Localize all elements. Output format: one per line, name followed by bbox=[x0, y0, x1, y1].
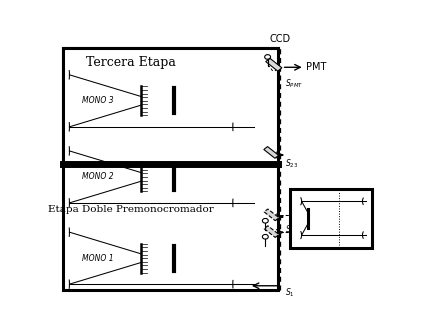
Text: $S_1$: $S_1$ bbox=[285, 286, 295, 299]
Text: MONO 3: MONO 3 bbox=[82, 96, 114, 105]
Polygon shape bbox=[264, 226, 279, 238]
Text: $S_{PMT}$: $S_{PMT}$ bbox=[285, 78, 303, 90]
Text: MONO 1: MONO 1 bbox=[82, 254, 114, 263]
Text: $S_{ad}$: $S_{ad}$ bbox=[285, 223, 298, 236]
Text: $S_{23}$: $S_{23}$ bbox=[285, 157, 298, 170]
Polygon shape bbox=[266, 58, 282, 71]
Text: PMT: PMT bbox=[306, 62, 327, 72]
Text: Tercera Etapa: Tercera Etapa bbox=[87, 56, 176, 69]
Bar bbox=[62, 48, 279, 164]
Polygon shape bbox=[264, 147, 279, 158]
Text: CCD: CCD bbox=[270, 34, 291, 44]
Polygon shape bbox=[264, 209, 279, 221]
Text: Módulo
adaptación
Modo Aditivo: Módulo adaptación Modo Aditivo bbox=[314, 204, 364, 235]
Text: MONO 2: MONO 2 bbox=[82, 173, 114, 182]
Bar bbox=[62, 48, 279, 290]
Bar bbox=[290, 189, 372, 248]
Text: Etapa Doble Premonocromador: Etapa Doble Premonocromador bbox=[49, 205, 214, 214]
